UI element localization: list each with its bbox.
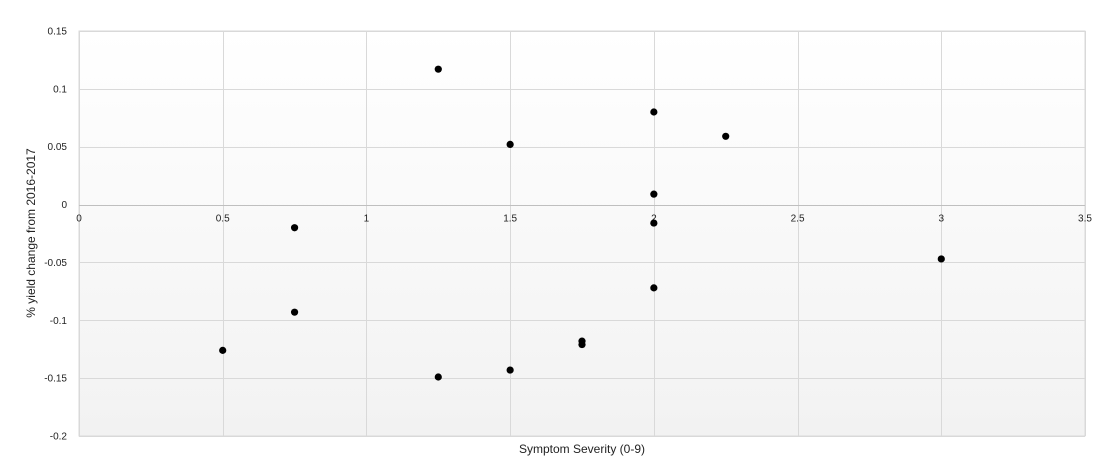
data-point xyxy=(290,308,299,316)
data-point xyxy=(650,284,658,292)
x-tick-label: 1.5 xyxy=(503,214,517,225)
data-points xyxy=(219,65,945,381)
y-axis-title: % yield change from 2016-2017 xyxy=(24,148,38,318)
data-point xyxy=(650,190,658,198)
x-tick-label: 1 xyxy=(364,214,370,225)
data-point xyxy=(650,108,658,116)
data-point xyxy=(219,346,227,354)
plot-area xyxy=(78,30,1086,437)
y-tick-label: -0.2 xyxy=(50,432,68,443)
x-tick-label: 2 xyxy=(651,214,657,225)
y-tick-label: -0.15 xyxy=(44,374,67,385)
x-tick-label: 0 xyxy=(76,214,82,225)
data-point xyxy=(722,132,730,140)
y-tick-label: 0.15 xyxy=(48,27,68,38)
data-point xyxy=(650,219,658,227)
data-point xyxy=(434,373,442,381)
y-tick-label: 0.1 xyxy=(53,84,67,95)
x-tick-label: 0.5 xyxy=(216,214,230,225)
x-tick-label: 2.5 xyxy=(791,214,805,225)
y-tick-label: -0.05 xyxy=(44,258,67,269)
y-tick-label: 0.05 xyxy=(48,142,68,153)
y-tick-label: -0.1 xyxy=(50,316,68,327)
tick-labels: 0 0.5 1 1.5 2 2.5 3 3.5 0.15 0.1 0.05 0 -0.05 -0.1 -0.… xyxy=(44,27,1092,443)
x-axis-title: Symptom Severity (0-9) xyxy=(519,442,645,456)
y-tick-label: 0 xyxy=(61,200,67,211)
data-point xyxy=(434,65,442,73)
data-point xyxy=(937,255,945,263)
data-point xyxy=(506,366,514,374)
x-tick-label: 3.5 xyxy=(1078,214,1092,225)
data-point xyxy=(506,140,514,148)
grid-layer xyxy=(79,31,1086,437)
x-tick-label: 3 xyxy=(939,214,945,225)
data-point xyxy=(290,224,299,232)
data-point xyxy=(578,340,586,349)
